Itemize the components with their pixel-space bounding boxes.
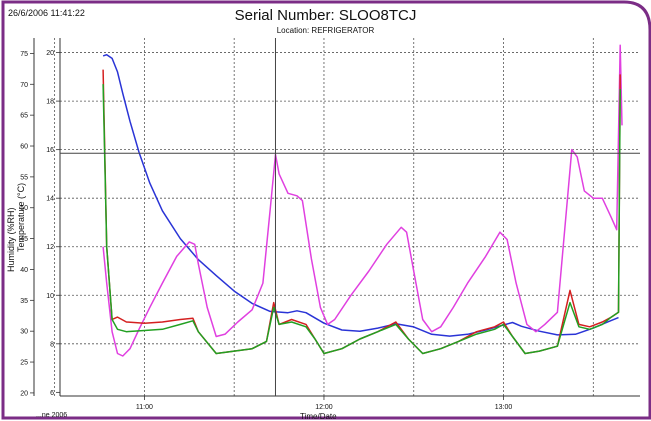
humidity-tick-label: 65 — [20, 113, 28, 120]
temperature-tick-label: 20 — [46, 50, 54, 57]
temperature-tick-label: 12 — [46, 244, 54, 251]
humidity-tick-label: 75 — [20, 51, 28, 58]
temperature-tick-label: 16 — [46, 147, 54, 154]
temperature-tick-label: 8 — [50, 341, 54, 348]
temperature-series-line-green — [102, 84, 621, 355]
humidity-tick-label: 35 — [20, 298, 28, 305]
humidity-tick-label: 20 — [20, 390, 28, 397]
humidity-tick-label: 45 — [20, 236, 28, 243]
humidity-tick-label: 60 — [20, 144, 28, 151]
temperature-tick-label: 6 — [50, 390, 54, 397]
y-axis-label-humidity: Humidity (%RH) — [6, 207, 16, 272]
temperature-series-line-magenta — [102, 44, 623, 357]
plot-area: 20 25 30 35 40 45 50 55 60 65 70 75 6 8 10 12 14 16 18 20 11… — [20, 38, 640, 411]
y-axis-label-temperature: Temperature (°C) — [16, 182, 26, 252]
temperature-tick-label: 10 — [46, 293, 54, 300]
humidity-tick-label: 50 — [20, 205, 28, 212]
humidity-tick-label: 70 — [20, 82, 28, 89]
x-tick-label: 13:00 — [495, 404, 513, 411]
footer-date-label: ...ne 2006 — [36, 412, 68, 419]
chart-subtitle: Location: REFRIGERATOR — [276, 26, 375, 35]
x-tick-label: 11:00 — [136, 404, 153, 411]
temperature-series-line-red — [102, 69, 621, 355]
humidity-tick-label: 25 — [20, 360, 28, 367]
humidity-series-line — [102, 53, 619, 337]
x-tick-label: 12:00 — [315, 404, 333, 411]
humidity-tick-label: 55 — [20, 174, 28, 181]
temperature-tick-label: 18 — [46, 99, 54, 106]
humidity-tick-label: 40 — [20, 267, 28, 274]
chart-title: Serial Number: SLOO8TCJ — [234, 7, 417, 24]
temperature-tick-label: 14 — [46, 196, 54, 203]
report-timestamp: 26/6/2006 11:41:22 — [8, 8, 85, 18]
humidity-tick-label: 30 — [20, 329, 28, 336]
x-axis-label: Time/Date — [300, 412, 337, 421]
